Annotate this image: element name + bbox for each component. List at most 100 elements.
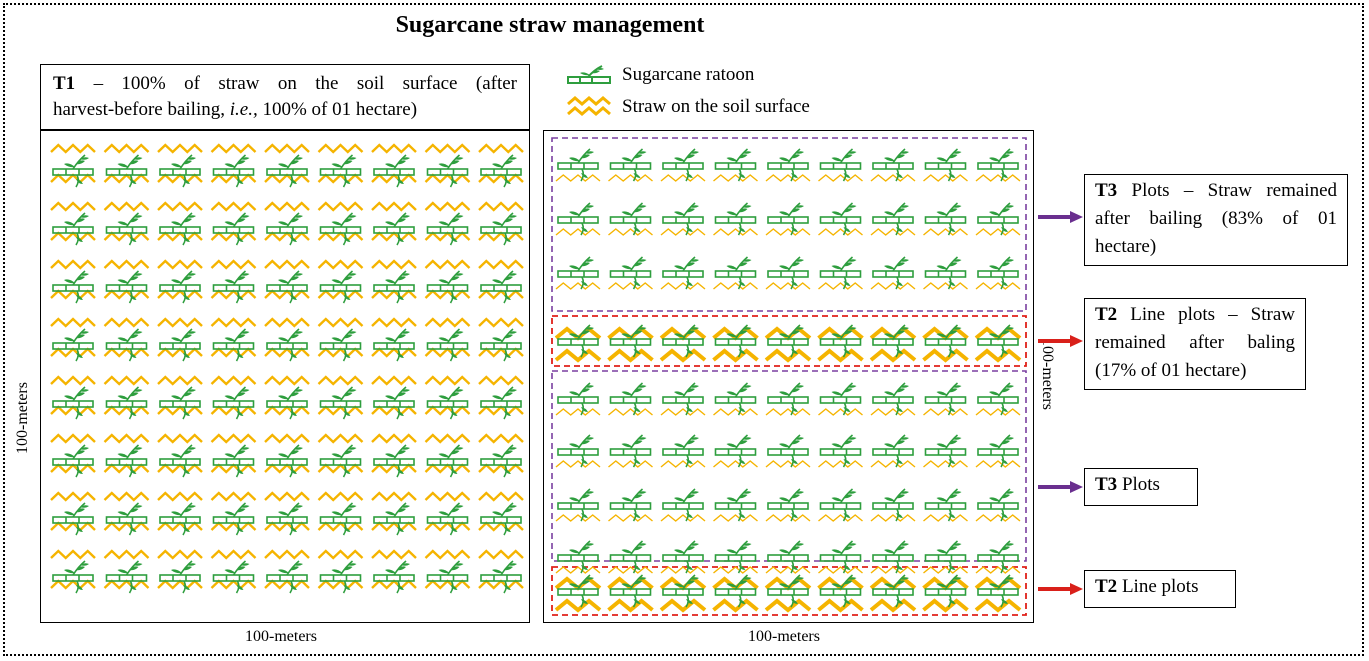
straw-mark [103, 289, 150, 300]
ratoon-icon [767, 382, 809, 416]
straw-mark [424, 491, 471, 502]
straw-mark [555, 408, 601, 416]
t3-plots-label: T3 Plots [1084, 468, 1198, 506]
straw-mark [371, 259, 417, 270]
straw-mark [660, 514, 706, 522]
t1-line2-a: harvest-before bailing, [53, 99, 230, 120]
straw-mark [424, 521, 471, 532]
ratoon-icon [872, 488, 914, 522]
ratoon-icon [52, 270, 94, 304]
ratoon-icon [714, 256, 757, 290]
ratoon-icon [319, 154, 362, 188]
straw-mark [157, 259, 203, 270]
ratoon-icon [52, 328, 94, 362]
ratoon-icon [662, 540, 704, 574]
straw-mark [50, 433, 96, 444]
straw-mark [424, 463, 471, 474]
straw-mark [317, 491, 364, 502]
ratoon-icon [767, 434, 809, 468]
ratoon-icon [52, 212, 94, 246]
t2-note-code: T2 [1095, 304, 1118, 325]
t2-region-bottom [551, 566, 1027, 616]
straw-mark [424, 433, 471, 444]
t3-note-line3: hectare) [1095, 236, 1157, 257]
ratoon-icon [714, 434, 757, 468]
straw-mark [478, 173, 524, 184]
straw-mark [103, 259, 150, 270]
t1-plot [40, 130, 530, 623]
t2-line-plots-note: T2 Line plots – Straw remained after bal… [1084, 298, 1306, 390]
ratoon-icon [480, 386, 522, 420]
straw-mark [713, 566, 758, 574]
straw-mark [555, 514, 601, 522]
straw-mark [50, 491, 96, 502]
straw-mark [210, 259, 257, 270]
straw-mark [157, 549, 203, 560]
straw-mark [555, 228, 601, 236]
ratoon-icon [373, 212, 415, 246]
straw-mark [555, 282, 601, 290]
straw-mark [50, 521, 96, 532]
ratoon-icon [924, 256, 967, 290]
ratoon-icon [52, 560, 94, 594]
straw-mark [478, 405, 524, 416]
ratoon-icon [977, 202, 1019, 236]
ratoon-icon [872, 324, 914, 358]
ratoon-icon [872, 574, 914, 608]
straw-mark [50, 231, 96, 242]
straw-mark [975, 460, 1021, 468]
ratoon-icon [924, 434, 967, 468]
ratoon-icon [557, 202, 599, 236]
straw-mark [103, 579, 150, 590]
ratoon-icon [662, 382, 704, 416]
straw-mark [103, 231, 150, 242]
ratoon-icon [557, 488, 599, 522]
straw-mark [870, 228, 916, 236]
straw-mark [608, 408, 653, 416]
straw-mark [424, 579, 471, 590]
straw-mark [817, 598, 864, 613]
ratoon-icon [159, 212, 201, 246]
straw-mark [264, 579, 310, 590]
straw-mark [478, 317, 524, 328]
ratoon-icon [426, 502, 469, 536]
ratoon-icon [319, 270, 362, 304]
straw-mark [765, 460, 811, 468]
straw-mark [818, 514, 863, 522]
straw-mark [264, 491, 310, 502]
ratoon-icon [373, 328, 415, 362]
straw-mark [765, 514, 811, 522]
ratoon-icon [819, 488, 862, 522]
straw-mark [660, 408, 706, 416]
straw-mark [478, 201, 524, 212]
ratoon-icon [977, 488, 1019, 522]
straw-mark [817, 348, 864, 363]
t2-note-line3: (17% of 01 hectare) [1095, 360, 1247, 381]
straw-mark [50, 405, 96, 416]
ratoon-icon [52, 386, 94, 420]
ratoon-icon [714, 382, 757, 416]
straw-mark [264, 347, 310, 358]
ratoon-icon [266, 270, 308, 304]
t3-note-line1-text: Plots – Straw remained [1117, 180, 1338, 201]
straw-mark [317, 259, 364, 270]
straw-mark [264, 549, 310, 560]
straw-mark [975, 514, 1021, 522]
straw-mark [659, 348, 707, 363]
ratoon-icon [557, 434, 599, 468]
t1-line2-b: 100% of 01 hectare) [257, 99, 418, 120]
straw-mark [210, 143, 257, 154]
straw-mark [371, 405, 417, 416]
t3-note-line1: T3 Plots – Straw remained [1095, 177, 1337, 205]
straw-mark [50, 259, 96, 270]
t2-t3-plant-grid [551, 137, 1027, 616]
straw-mark [478, 289, 524, 300]
straw-mark [264, 143, 310, 154]
straw-mark [870, 282, 916, 290]
straw-mark [157, 433, 203, 444]
straw-mark [317, 375, 364, 386]
straw-mark [478, 579, 524, 590]
ratoon-icon [767, 148, 809, 182]
ratoon-icon [557, 256, 599, 290]
straw-mark [712, 598, 759, 613]
